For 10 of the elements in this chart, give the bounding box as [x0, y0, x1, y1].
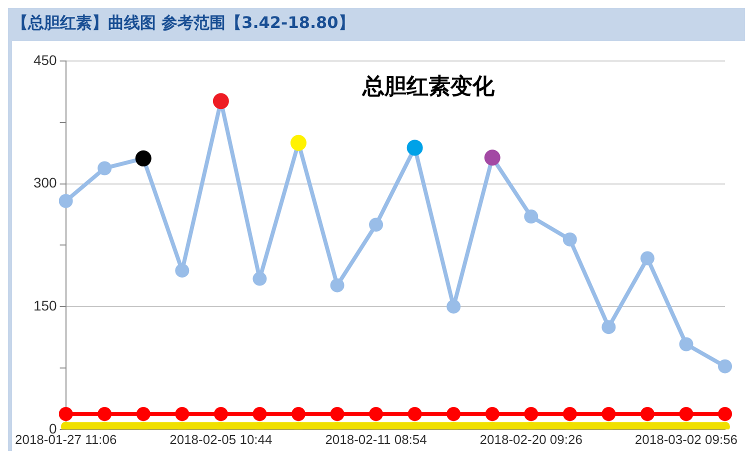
x-tick-label: 2018-02-05 10:44 — [170, 432, 272, 447]
y-tick-label: 150 — [33, 297, 58, 314]
y-tick-label: 300 — [33, 174, 58, 191]
x-tick-label: 2018-02-11 08:54 — [325, 432, 427, 447]
text: 总胆红素变化 — [361, 74, 496, 100]
y-tick-label: 450 — [33, 52, 58, 68]
y-tick-label: 0 — [49, 420, 58, 436]
x-tick-label: 2018-03-02 09:56 — [634, 432, 738, 447]
chart-title: 【总胆红素】曲线图 参考范围【3.42-18.80】 — [12, 12, 354, 34]
x-tick-label: 2018-02-20 09:26 — [480, 432, 582, 447]
